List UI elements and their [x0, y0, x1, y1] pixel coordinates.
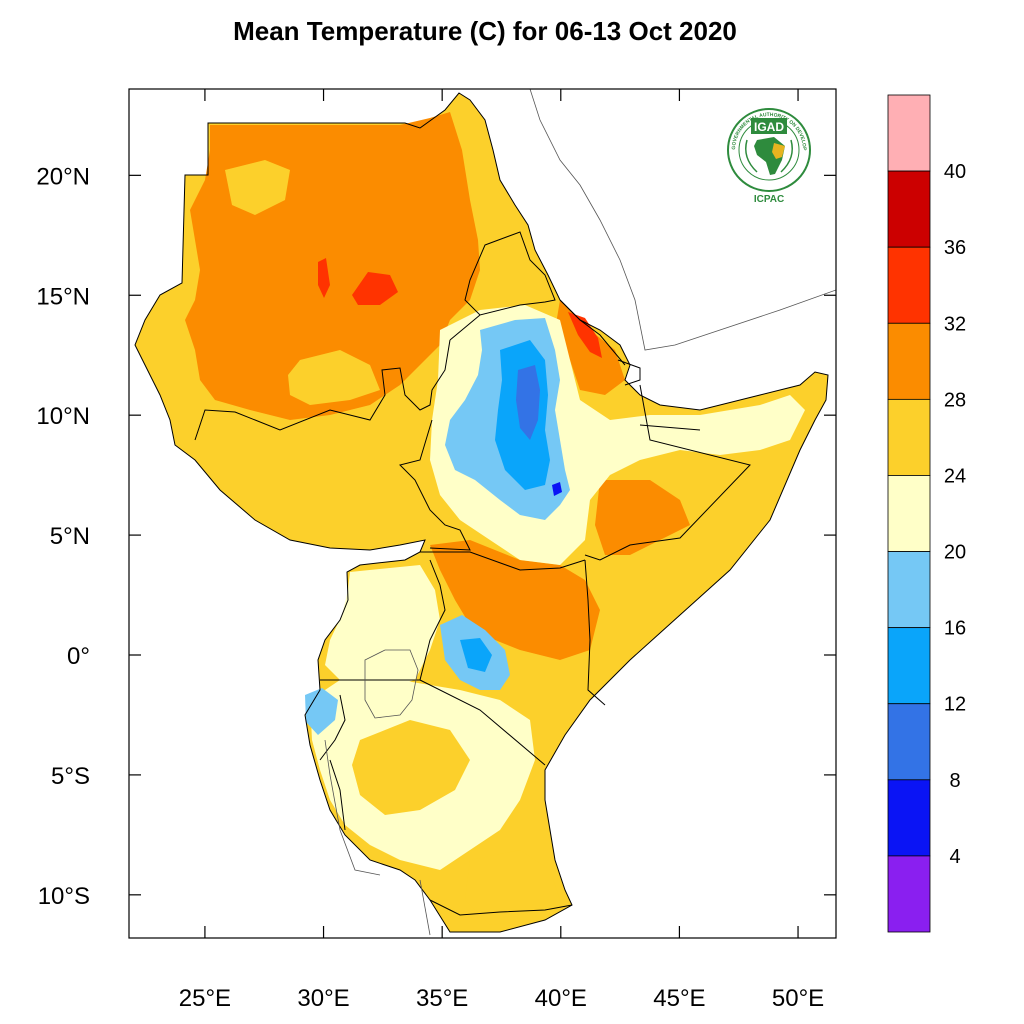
colorbar-bin	[887, 551, 931, 629]
outside-boundaries	[324, 89, 836, 936]
band-24-28-tanzania-center	[352, 720, 470, 815]
colorbar-bin	[887, 94, 931, 172]
band-28-32-kenya-north	[430, 540, 600, 660]
colorbar-bin	[887, 855, 931, 933]
band-16-20-rwanda	[305, 688, 338, 735]
lat-tick-label: 10°N	[36, 403, 90, 430]
colorbar-label: 20	[944, 542, 966, 564]
band-12-16-kenya	[460, 638, 492, 672]
lat-tick-label: 10°S	[38, 883, 90, 910]
temperature-field	[134, 89, 836, 936]
colorbar-label: 32	[944, 313, 966, 335]
colorbar-label: 24	[944, 465, 966, 487]
lon-tick-label: 50°E	[772, 985, 824, 1012]
colorbar-bin	[887, 475, 931, 552]
band-32-36-danakil	[568, 312, 602, 358]
lat-tick-label: 5°N	[50, 523, 90, 550]
band-24-28-sudan-north	[225, 160, 290, 215]
band-32-36-sudan	[352, 272, 398, 305]
colorbar-label: 36	[944, 237, 966, 259]
band-28-32-ogaden	[595, 480, 690, 555]
colorbar-label: 12	[944, 694, 966, 716]
country-borders	[134, 92, 829, 933]
band-20-24-uganda	[325, 565, 440, 690]
lon-tick-label: 25°E	[179, 985, 231, 1012]
band-24-28-tanzania-south	[465, 850, 560, 925]
lon-tick-label: 35°E	[416, 985, 468, 1012]
colorbar-label: 4	[949, 846, 960, 868]
lat-tick-label: 15°N	[36, 283, 90, 310]
lat-tick-label: 20°N	[36, 163, 90, 190]
colorbar-bin	[887, 322, 931, 400]
colorbar: 4 8 12 16 20 24 28 32 36 40	[887, 94, 966, 933]
lat-tick-label: 0°	[67, 643, 90, 670]
colorbar-label: 28	[944, 389, 966, 411]
laurel-right-icon	[780, 139, 793, 173]
colorbar-label: 8	[949, 770, 960, 792]
lon-tick-label: 45°E	[653, 985, 705, 1012]
igad-region-icon	[772, 143, 785, 159]
colorbar-bin	[887, 703, 931, 781]
map-frame	[128, 88, 837, 939]
colorbar-bin	[887, 398, 931, 476]
map-axes: 25°E 30°E 35°E 40°E 45°E 50°E 20°N 15°N 10°N 5°N 0…	[36, 89, 836, 1012]
lon-tick-label: 30°E	[297, 985, 349, 1012]
laurel-left-icon	[745, 139, 758, 173]
lat-tick-label: 5°S	[51, 763, 90, 790]
colorbar-label: 16	[944, 618, 966, 640]
lon-tick-label: 40°E	[535, 985, 587, 1012]
colorbar-bin	[887, 246, 931, 324]
band-24-28-sudan-inner	[288, 350, 380, 405]
logo-name-box	[751, 118, 787, 134]
logo-org: ICPAC	[754, 194, 784, 205]
colorbar-bin	[887, 170, 931, 248]
colorbar-bin	[887, 627, 931, 705]
colorbar-bin	[887, 779, 931, 857]
band-32-36-sudan-west	[318, 258, 330, 298]
band-8-12-ethiopia	[516, 365, 540, 440]
map-title: Mean Temperature (C) for 06-13 Oct 2020	[233, 16, 737, 46]
colorbar-label: 40	[944, 161, 966, 183]
band-4-8-peak	[552, 482, 562, 496]
logo-name: IGAD	[754, 120, 784, 134]
